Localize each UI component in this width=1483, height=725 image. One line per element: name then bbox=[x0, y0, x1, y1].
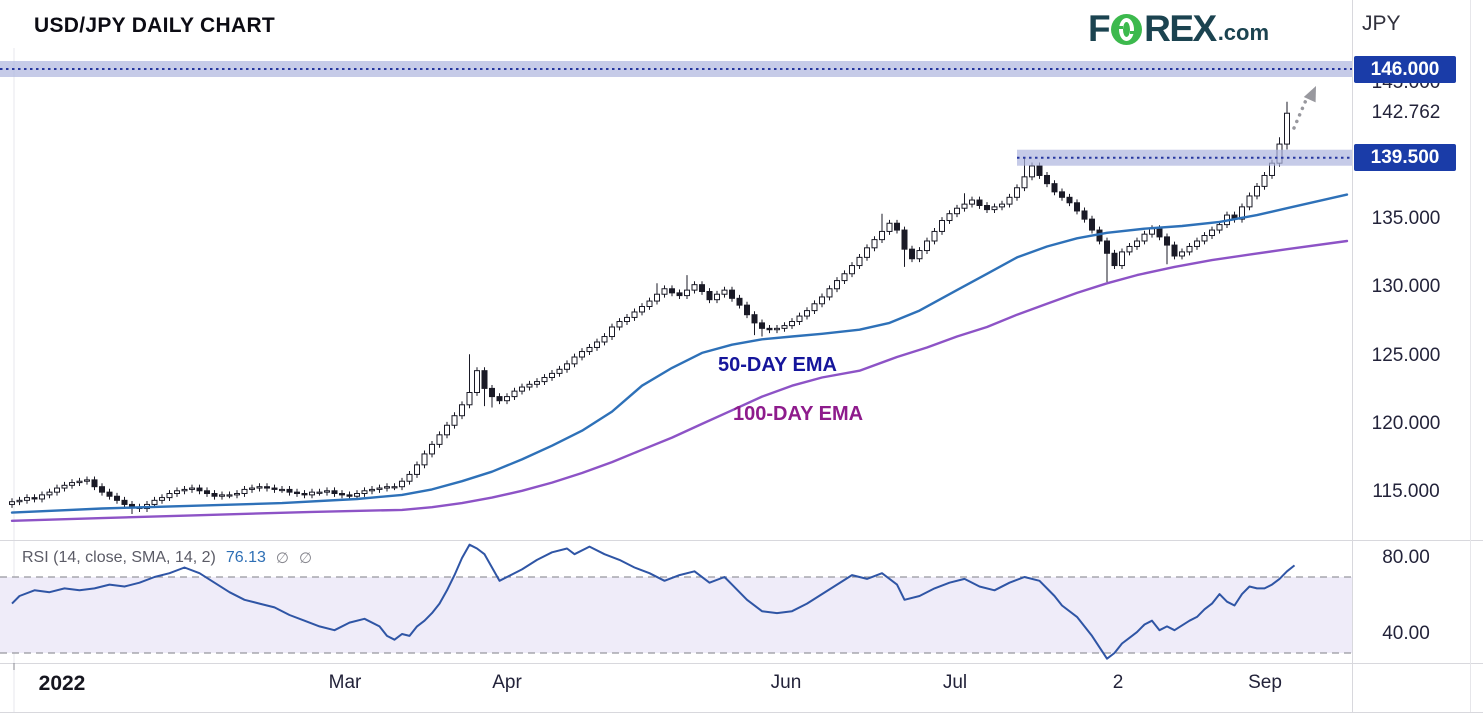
page-title: USD/JPY DAILY CHART bbox=[34, 14, 276, 37]
logo-text-f: F bbox=[1088, 8, 1111, 49]
axis-currency-label: JPY bbox=[1362, 12, 1401, 35]
rsi-value: 76.13 bbox=[225, 549, 266, 566]
rsi-hide-icon[interactable]: ∅ bbox=[275, 550, 289, 567]
rsi-legend: RSI (14, close, SMA, 14, 2) 76.13 ∅ ∅ bbox=[22, 549, 312, 567]
rsi-settings-icon[interactable]: ∅ bbox=[298, 550, 313, 567]
rsi-legend-label: RSI (14, close, SMA, 14, 2) bbox=[22, 549, 216, 566]
price-axis-tick: 142.762 bbox=[1371, 102, 1441, 124]
x-axis-label: Mar bbox=[328, 672, 362, 693]
price-axis-tick: 115.000 bbox=[1372, 481, 1440, 503]
logo-text-dotcom: .com bbox=[1217, 20, 1270, 45]
x-axis-label: Sep bbox=[1248, 672, 1282, 693]
price-level-badge: 146.000 bbox=[1354, 55, 1456, 83]
x-axis-label: Jun bbox=[770, 672, 802, 693]
x-axis-label: 2022 bbox=[38, 672, 86, 695]
x-axis-label: Apr bbox=[492, 672, 522, 693]
ema50-label: 50-DAY EMA bbox=[718, 354, 837, 376]
price-axis-tick: 130.000 bbox=[1371, 276, 1441, 298]
x-axis-label: Jul bbox=[942, 672, 968, 693]
rsi-axis-tick: 80.00 bbox=[1382, 547, 1430, 568]
forex-logo: F REX .com bbox=[1088, 8, 1269, 50]
price-level-badge: 139.500 bbox=[1354, 144, 1456, 172]
price-axis-tick: 125.000 bbox=[1371, 344, 1441, 366]
ema100-label: 100-DAY EMA bbox=[733, 403, 864, 425]
price-axis-tick: 120.000 bbox=[1371, 412, 1441, 434]
price-axis-tick: 135.000 bbox=[1371, 208, 1441, 230]
logo-text-rex: REX bbox=[1144, 8, 1217, 49]
x-axis-label: 2 bbox=[1112, 672, 1124, 693]
logo-coin-icon bbox=[1111, 13, 1143, 45]
rsi-axis-tick: 40.00 bbox=[1382, 623, 1430, 644]
